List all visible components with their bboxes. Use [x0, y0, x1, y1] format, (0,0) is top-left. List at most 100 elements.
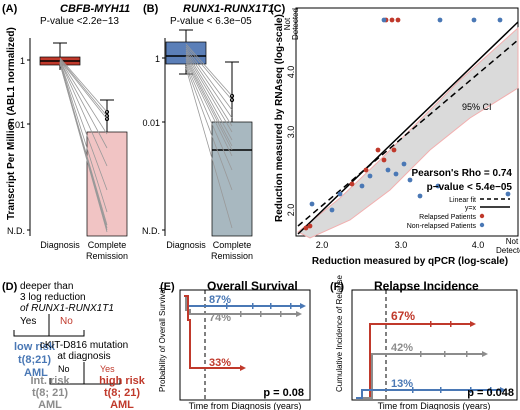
legend-label: Non-relapsed Patients	[407, 223, 477, 230]
panel-b-xcat-remission-2: Remission	[211, 251, 253, 261]
panel-c-ytick: 4.0	[286, 66, 296, 79]
legend-label: Linear fit	[449, 197, 476, 204]
panel-f-title: Relapse Incidence	[374, 279, 479, 293]
panel-e-censor-gray	[240, 311, 282, 317]
panel-c-xtick: 3.0	[395, 240, 408, 250]
panel-f-letter: (F)	[330, 281, 344, 293]
panel-d-letter: (D)	[2, 281, 18, 293]
panel-c-point-nonrelapsed	[393, 171, 399, 177]
panel-e-label-blue: 87%	[209, 294, 231, 306]
panel-d: (D) deeper than 3 log reduction of RUNX1…	[2, 281, 146, 410]
panel-f-arrow-blue	[500, 387, 506, 393]
panel-d-int3: AML	[38, 399, 62, 410]
panel-f-label-red: 67%	[391, 309, 415, 323]
panel-e-arrow-red	[240, 365, 246, 371]
panel-c-point-relapsed	[303, 225, 309, 231]
panel-c-letter: (C)	[270, 3, 286, 15]
panel-e-curve-blue	[184, 295, 300, 307]
panel-c-point-nonrelapsed	[359, 183, 365, 189]
panel-f-curve-blue	[356, 389, 500, 399]
panel-e-curve-red	[184, 295, 240, 369]
panel-c-fit-line	[297, 39, 519, 227]
panel-d-q1b: 3 log reduction	[20, 292, 86, 303]
panel-a-outlier	[104, 116, 110, 122]
panel-a-outlier	[104, 109, 110, 115]
panel-b-xcat-remission-1: Complete	[213, 240, 252, 250]
panel-c-point-nonrelapsed	[337, 191, 343, 197]
panel-b-outlier	[229, 97, 235, 103]
panel-e-label-gray: 74%	[209, 312, 231, 324]
panel-a-xcat: Diagnosis	[40, 240, 80, 250]
panel-d-int2: t(8; 21)	[32, 387, 68, 399]
panel-d-int1: Int. risk	[30, 375, 70, 387]
panel-c-plot-frame	[295, 7, 519, 237]
panel-d-q1c: of RUNX1-RUNX1T1	[20, 303, 114, 314]
panel-e-pvalue: p = 0.08	[263, 387, 304, 399]
panel-c-xtick-nd-2: Detected	[496, 246, 520, 255]
panel-d-no: No	[60, 316, 73, 327]
panel-c-ytick: 2.0	[286, 204, 296, 217]
panel-e-label-red: 33%	[209, 357, 231, 369]
panel-c-point-nonrelapsed	[497, 17, 503, 23]
panel-f-xlabel: Time from Diagnosis (years)	[378, 401, 491, 410]
panel-d-branch	[49, 378, 121, 385]
panel-c-legend: Linear fit y=x Relapsed Patients Non-rel…	[407, 197, 510, 230]
panel-c-xtick: 4.0	[472, 240, 485, 250]
panel-d-q2b: at diagnosis	[57, 351, 110, 362]
panel-c-point-nonrelapsed	[381, 17, 387, 23]
panel-a-ylabel: Transcript Per Million (ABL1 normalized)	[6, 27, 17, 220]
panel-a-paired-lines	[59, 57, 108, 233]
panel-e-title: Overall Survival	[207, 279, 298, 293]
panel-b-title: RUNX1-RUNX1T1	[183, 3, 274, 15]
panel-e-arrow-blue	[300, 303, 306, 309]
panel-a-ytick-label: 0.01	[7, 120, 25, 130]
panel-c-point-relapsed	[389, 17, 395, 23]
panel-f-pvalue: p = 0.048	[467, 387, 514, 399]
panel-d-low1: low risk	[14, 341, 56, 353]
panel-a-ytick-label: 1	[20, 56, 25, 66]
panel-e-arrow-gray	[296, 311, 302, 317]
panel-d-yes2: Yes	[100, 364, 115, 374]
panel-c-point-nonrelapsed	[367, 173, 373, 179]
panel-c-point-nonrelapsed	[437, 17, 443, 23]
panel-f-frame	[351, 289, 518, 401]
panel-f-censor-gray	[420, 351, 468, 357]
panel-f-arrow-red	[470, 321, 476, 327]
panel-c-point-nonrelapsed	[471, 17, 477, 23]
panel-d-q1a: deeper than	[20, 281, 73, 292]
panel-c-point-relapsed	[381, 157, 387, 163]
panel-c-ytick-nd-1: Not	[283, 17, 292, 30]
panel-c-xtick-nd-1: Not	[506, 237, 519, 246]
panel-b-ytick-label: N.D.	[142, 226, 160, 236]
panel-f-arrow-gray	[482, 351, 488, 357]
panel-c-ylabel: Reduction measured by RNAseq (log-scale)	[274, 14, 285, 222]
panel-c-identity-line	[297, 21, 519, 235]
panel-f-label-blue: 13%	[391, 378, 413, 390]
panel-f-curve-gray	[356, 353, 482, 399]
panel-e-letter: (E)	[160, 281, 175, 293]
panel-d-low3: AML	[24, 367, 48, 379]
legend-label: y=x	[465, 205, 477, 212]
panel-a-pvalue: P-value <2.2e−13	[40, 16, 119, 27]
panel-e-xlabel: Time from Diagnosis (years)	[189, 401, 302, 410]
panel-c-point-nonrelapsed	[407, 177, 413, 183]
legend-label: Relapsed Patients	[419, 214, 476, 221]
panel-a-xcat-remission-1: Complete	[88, 240, 127, 250]
panel-c-point-relapsed	[395, 17, 401, 23]
panel-b-ytick-label: 0.01	[142, 118, 160, 128]
legend-swatch-red	[479, 213, 485, 219]
panel-c-rho: Pearson's Rho = 0.74	[412, 168, 513, 179]
panel-a-ytick-label: N.D.	[7, 226, 25, 236]
panel-b-box-remission	[211, 121, 253, 237]
panel-a-xcat-remission-2: Remission	[86, 251, 128, 261]
panel-c-point-relapsed	[391, 147, 397, 153]
panel-c-xlabel: Reduction measured by qPCR (log-scale)	[312, 256, 508, 267]
panel-f-label-gray: 42%	[391, 342, 413, 354]
panel-b-ytick-label: 1	[155, 54, 160, 64]
panel-f: (F) Relapse Incidence Cumulative Inciden…	[330, 274, 518, 410]
panel-e-censor-blue	[226, 303, 292, 309]
panel-b-letter: (B)	[143, 3, 159, 15]
panel-e-frame	[179, 289, 311, 401]
panel-c-xtick: 2.0	[316, 240, 329, 250]
panel-c-point-nonrelapsed	[309, 201, 315, 207]
